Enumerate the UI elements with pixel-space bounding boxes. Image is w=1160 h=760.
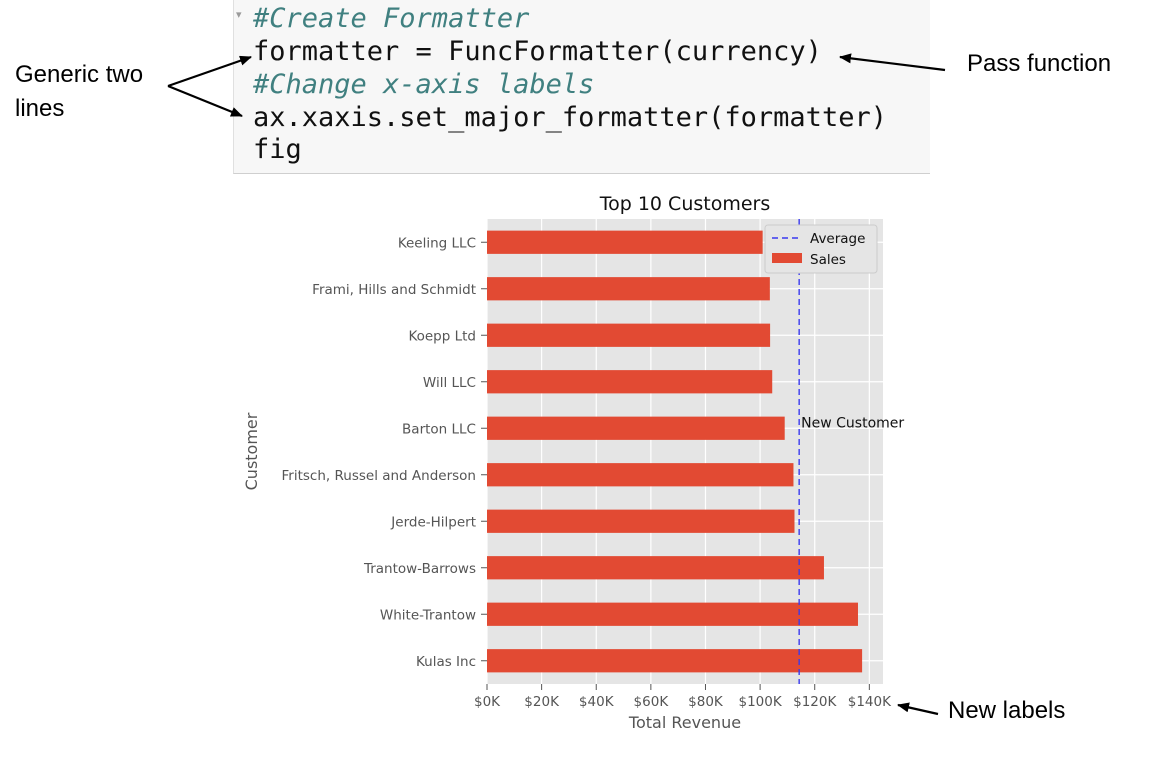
- new-labels-label: New labels: [948, 697, 1066, 724]
- y-tick-label: Fritsch, Russel and Anderson: [282, 468, 476, 484]
- bar: [487, 323, 771, 347]
- y-tick-label: Jerde-Hilpert: [390, 514, 476, 530]
- legend-sales-label: Sales: [810, 252, 846, 268]
- generic-two-lines-line1: Generic two: [15, 61, 144, 88]
- y-tick-label: Keeling LLC: [398, 235, 476, 251]
- x-tick-label: $120K: [793, 694, 837, 710]
- y-tick-label: Koepp Ltd: [408, 328, 476, 344]
- arrow-pass-function: [839, 53, 946, 72]
- pass-function-label: Pass function: [967, 50, 1112, 77]
- collapse-caret-icon[interactable]: ▾: [236, 8, 242, 21]
- y-tick-label: Trantow-Barrows: [363, 561, 476, 577]
- y-tick-label: White-Trantow: [380, 607, 476, 623]
- x-tick-label: $140K: [848, 694, 892, 710]
- generic-two-lines-line2: lines: [15, 95, 65, 122]
- x-tick-label: $20K: [524, 694, 560, 710]
- code-line-5: fig: [253, 134, 302, 165]
- legend-average-label: Average: [810, 231, 865, 247]
- x-tick-label: $80K: [688, 694, 724, 710]
- code-line-1: #Create Formatter: [253, 3, 530, 34]
- bar: [487, 463, 794, 487]
- code-line-4: ax.xaxis.set_major_formatter(formatter): [253, 102, 887, 133]
- bar: [487, 602, 858, 626]
- arrow-generic-bottom: [167, 84, 243, 118]
- code-line-2: formatter = FuncFormatter(currency): [253, 36, 822, 67]
- y-tick-label: Kulas Inc: [416, 654, 476, 670]
- bar: [487, 277, 770, 301]
- x-axis-title: Total Revenue: [628, 713, 741, 732]
- bar: [487, 416, 785, 440]
- x-tick-label: $40K: [579, 694, 615, 710]
- chart-title: Top 10 Customers: [599, 193, 771, 215]
- y-tick-label: Frami, Hills and Schmidt: [312, 282, 476, 298]
- bar: [487, 370, 773, 394]
- legend-sales-swatch: [772, 253, 802, 263]
- arrow-generic-top: [167, 55, 252, 88]
- x-tick-label: $100K: [738, 694, 782, 710]
- code-cell[interactable]: ▾ #Create Formatter formatter = FuncForm…: [233, 0, 930, 174]
- code-line-3: #Change x-axis labels: [253, 69, 595, 100]
- generic-two-lines-label: Generic two lines: [15, 58, 143, 126]
- bar: [487, 556, 824, 580]
- y-axis-title: Customer: [242, 412, 261, 490]
- x-tick-label: $0K: [474, 694, 501, 710]
- bar: [487, 649, 863, 673]
- y-tick-label: Will LLC: [423, 375, 476, 391]
- y-tick-label: Barton LLC: [402, 421, 476, 437]
- arrow-new-labels: [897, 702, 939, 716]
- bar: [487, 509, 795, 533]
- new-customer-annotation: New Customer: [801, 415, 904, 431]
- bar: [487, 230, 763, 254]
- x-tick-label: $60K: [634, 694, 670, 710]
